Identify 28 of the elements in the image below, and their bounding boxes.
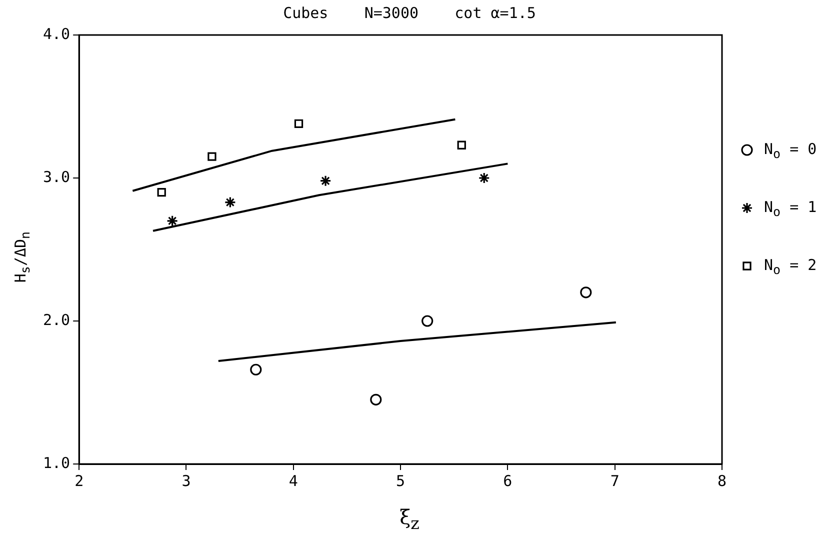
- point: [320, 175, 332, 187]
- point: [457, 140, 466, 150]
- legend-label: N$_{o}$ = 0: [764, 140, 817, 161]
- point: [422, 315, 434, 327]
- point: [224, 196, 236, 208]
- point: [370, 394, 382, 406]
- x-tick-label: 5: [396, 472, 406, 490]
- point: [580, 286, 592, 298]
- point: [478, 172, 490, 184]
- x-tick-label: 8: [717, 472, 727, 490]
- y-tick-label: 2.0: [43, 310, 70, 329]
- x-axis-title: ξ$_{z}$: [398, 505, 420, 533]
- point: [294, 119, 304, 128]
- point: [208, 152, 216, 161]
- x-tick-label: 4: [288, 472, 298, 490]
- legend-label: N$_{o}$ = 2: [764, 256, 817, 277]
- x-tick-label: 6: [503, 472, 512, 490]
- y-tick-label: 1.0: [43, 454, 70, 472]
- y-tick-label: 3.0: [43, 168, 70, 186]
- chart-title: Cubes N=3000 cot α=1.5: [282, 4, 537, 22]
- x-tick-label: 2: [74, 472, 84, 490]
- x-tick-label: 7: [610, 472, 620, 490]
- y-tick-label: 4.0: [43, 24, 70, 43]
- point: [166, 215, 178, 227]
- legend-label: N$_{o}$ = 1: [764, 198, 817, 219]
- point: [250, 364, 262, 376]
- point: [157, 188, 166, 197]
- x-tick-label: 3: [182, 472, 191, 490]
